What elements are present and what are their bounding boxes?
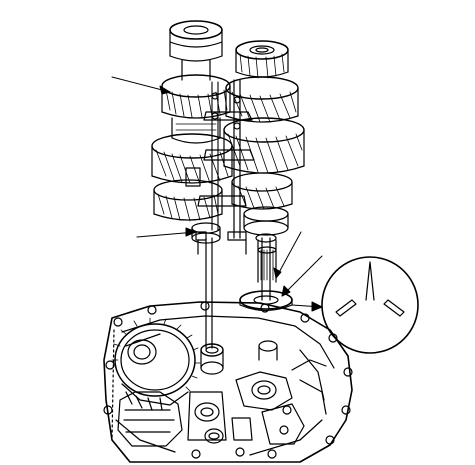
splined-output-shaft xyxy=(257,239,277,283)
case-gear-cluster xyxy=(117,359,327,459)
case-bolt-bosses xyxy=(103,301,353,445)
differential-ring-gear xyxy=(111,317,201,411)
shift-forks-and-rods xyxy=(185,79,255,255)
callout-leader-lines xyxy=(111,76,323,312)
callout-shaft-splines xyxy=(275,231,302,279)
callout-thrust-washer xyxy=(281,255,323,297)
mainshaft-gear-stack xyxy=(151,20,233,244)
detail-circle-washer-tabs xyxy=(321,256,419,354)
callout-upper-gear-stack xyxy=(111,76,171,93)
shafts-lower xyxy=(205,237,271,349)
countershaft-gear-stack xyxy=(223,40,305,243)
transmission-case xyxy=(103,301,353,463)
